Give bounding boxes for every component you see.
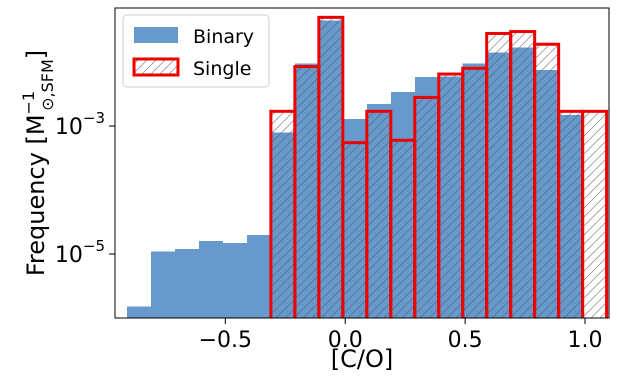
x-axis: −0.5 0.0 0.5 1.0 <box>199 318 603 353</box>
y-axis-label-main: Frequency [M <box>22 114 50 276</box>
single-bar-hatch <box>318 17 343 318</box>
single-bar-hatch <box>342 142 367 318</box>
single-bar-hatch <box>294 66 319 318</box>
single-bar-hatch <box>510 31 535 318</box>
svg-text:Frequency [M−1⊙,SFM]: Frequency [M−1⊙,SFM] <box>19 50 57 276</box>
y-axis-label: Frequency [M−1⊙,SFM] <box>19 50 57 276</box>
y-axis-label-sup: −1 <box>19 91 38 115</box>
binary-bar <box>222 242 247 318</box>
legend: Binary Single <box>122 14 270 88</box>
single-bar <box>581 109 609 318</box>
y-tick-label: 10−3 <box>55 109 105 140</box>
y-axis-label-sub: ⊙,SFM <box>38 59 57 111</box>
x-axis-label: [C/O] <box>331 345 393 373</box>
single-bar-hatch <box>534 44 559 318</box>
y-axis: 10−5 10−3 <box>55 109 115 268</box>
single-bar-hatch <box>582 111 607 318</box>
single-bar-hatch <box>438 74 463 318</box>
single-bar-hatch <box>390 140 415 318</box>
binary-bar <box>246 234 271 318</box>
binary-bar <box>174 248 199 318</box>
legend-swatch-single <box>132 57 180 77</box>
plot-frame <box>114 7 610 319</box>
binary-bar <box>198 240 223 318</box>
legend-swatch-single-fill <box>134 59 178 75</box>
single-bar-hatch <box>270 111 295 318</box>
single-bar-hatch <box>486 33 511 318</box>
binary-bar <box>150 251 175 318</box>
binary-bar <box>126 306 151 318</box>
y-tick-label: 10−5 <box>55 237 105 268</box>
single-bar-hatch <box>366 111 391 318</box>
x-tick-label: 0.0 <box>328 328 363 353</box>
x-tick-label: 1.0 <box>568 328 603 353</box>
x-tick-label: −0.5 <box>199 328 252 353</box>
single-bar-hatch <box>462 68 487 318</box>
legend-swatch-binary <box>134 27 178 43</box>
single-bar-hatch <box>558 111 583 318</box>
single-series <box>269 15 609 318</box>
legend-label-single: Single <box>193 58 251 80</box>
legend-label-binary: Binary <box>193 26 254 48</box>
single-bar-hatch <box>414 97 439 318</box>
y-axis-label-close: ] <box>22 50 50 59</box>
x-tick-label: 0.5 <box>448 328 483 353</box>
